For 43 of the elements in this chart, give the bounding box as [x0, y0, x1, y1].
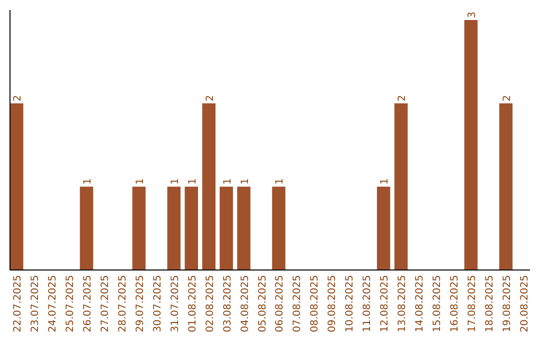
x-tick-label: 20.08.2025 [519, 275, 530, 332]
data-label: 1 [274, 178, 286, 185]
data-label: 1 [222, 178, 234, 185]
x-tick-label: 09.08.2025 [327, 275, 338, 332]
x-tick-label: 07.08.2025 [292, 275, 304, 332]
x-tick-label: 05.08.2025 [257, 275, 268, 332]
x-tick-label: 28.07.2025 [117, 275, 128, 332]
data-label: 1 [187, 178, 198, 185]
x-tick-label: 11.08.2025 [362, 275, 374, 332]
data-label: 2 [12, 94, 24, 102]
x-tick-label: 19.08.2025 [502, 275, 513, 332]
data-label: 1 [82, 178, 94, 185]
x-tick-label: 01.08.2025 [187, 275, 198, 332]
x-tick-label: 04.08.2025 [240, 275, 251, 332]
x-tick-label: 22.07.2025 [12, 275, 24, 332]
x-tick-label: 03.08.2025 [222, 275, 234, 332]
x-tick-label: 29.07.2025 [134, 275, 146, 332]
data-label: 2 [502, 94, 513, 102]
x-tick-label: 31.07.2025 [170, 275, 181, 332]
x-tick-label: 10.08.2025 [344, 275, 356, 332]
data-label: 2 [397, 94, 408, 102]
x-tick-label: 02.08.2025 [204, 275, 216, 332]
x-tick-label: 25.07.2025 [65, 275, 76, 332]
x-tick-label: 18.08.2025 [484, 275, 496, 332]
data-label: 1 [380, 178, 391, 185]
x-tick-label: 24.07.2025 [48, 275, 59, 332]
x-tick-label: 13.08.2025 [397, 275, 408, 332]
x-tick-label: 17.08.2025 [466, 275, 478, 332]
x-tick-label: 12.08.2025 [380, 275, 391, 332]
x-tick-label: 16.08.2025 [449, 275, 460, 332]
data-label: 1 [134, 178, 146, 185]
x-tick-label: 30.07.2025 [152, 275, 164, 332]
x-tick-label: 23.07.2025 [30, 275, 42, 332]
x-tick-label: 14.08.2025 [414, 275, 426, 332]
data-label: 2 [204, 94, 216, 102]
x-tick-label: 26.07.2025 [82, 275, 94, 332]
x-tick-label: 15.08.2025 [432, 275, 443, 332]
x-tick-label: 08.08.2025 [310, 275, 321, 332]
data-label: 1 [240, 178, 251, 185]
x-tick-label: 06.08.2025 [274, 275, 286, 332]
data-label: 3 [466, 12, 478, 18]
x-tick-label: 27.07.2025 [100, 275, 112, 332]
data-label: 1 [170, 178, 181, 185]
